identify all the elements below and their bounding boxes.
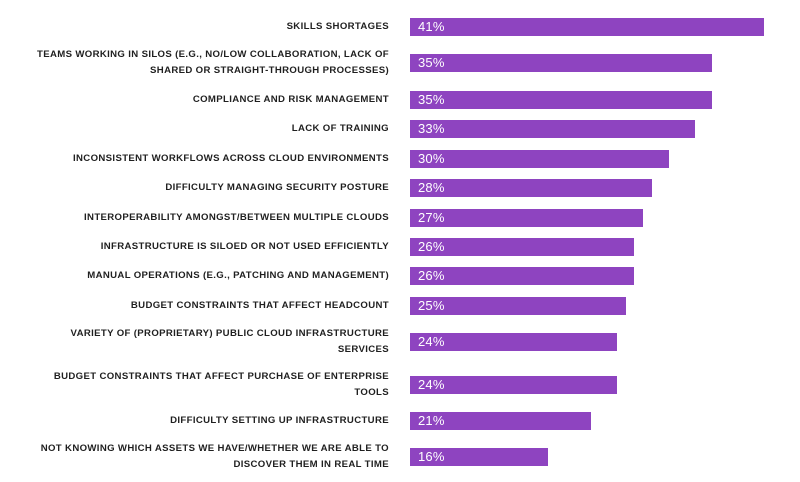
category-label-line: INFRASTRUCTURE IS SILOED OR NOT USED EFF… <box>100 241 389 252</box>
bar: 16% <box>410 448 548 466</box>
bar-value-label: 28% <box>418 180 445 195</box>
bar-value-label: 41% <box>418 19 445 34</box>
category-label: BUDGET CONSTRAINTS THAT AFFECT PURCHASE … <box>20 369 389 401</box>
bar: 25% <box>410 297 626 315</box>
category-label-line: DIFFICULTY SETTING UP INFRASTRUCTURE <box>170 415 389 426</box>
bar-value-label: 25% <box>418 298 445 313</box>
category-label: INFRASTRUCTURE IS SILOED OR NOT USED EFF… <box>20 239 389 255</box>
bar-value-label: 24% <box>418 334 445 349</box>
category-label: DIFFICULTY SETTING UP INFRASTRUCTURE <box>20 413 389 429</box>
bar: 35% <box>410 54 712 72</box>
category-label: LACK OF TRAINING <box>20 121 389 137</box>
bar: 30% <box>410 150 669 168</box>
category-label-line: TEAMS WORKING IN SILOS (E.G., NO/LOW COL… <box>37 49 389 60</box>
category-label-line: COMPLIANCE AND RISK MANAGEMENT <box>192 94 389 105</box>
category-label-line: TOOLS <box>354 387 389 398</box>
category-label: COMPLIANCE AND RISK MANAGEMENT <box>20 92 389 108</box>
bar-value-label: 35% <box>418 92 445 107</box>
category-label-line: SERVICES <box>337 344 389 355</box>
category-label: VARIETY OF (PROPRIETARY) PUBLIC CLOUD IN… <box>20 326 389 358</box>
bar: 35% <box>410 91 712 109</box>
bar-value-label: 26% <box>418 268 445 283</box>
category-label: TEAMS WORKING IN SILOS (E.G., NO/LOW COL… <box>20 47 389 79</box>
category-label-line: DIFFICULTY MANAGING SECURITY POSTURE <box>165 182 389 193</box>
category-label-line: SKILLS SHORTAGES <box>286 21 389 32</box>
category-label: NOT KNOWING WHICH ASSETS WE HAVE/WHETHER… <box>20 441 389 473</box>
bar-value-label: 16% <box>418 449 445 464</box>
category-label-line: NOT KNOWING WHICH ASSETS WE HAVE/WHETHER… <box>40 443 389 454</box>
bar-value-label: 35% <box>418 55 445 70</box>
category-label: DIFFICULTY MANAGING SECURITY POSTURE <box>20 180 389 196</box>
bar: 26% <box>410 238 634 256</box>
bar: 28% <box>410 179 652 197</box>
category-label-line: INTEROPERABILITY AMONGST/BETWEEN MULTIPL… <box>84 212 389 223</box>
bar: 24% <box>410 376 617 394</box>
category-label-line: BUDGET CONSTRAINTS THAT AFFECT HEADCOUNT <box>130 300 389 311</box>
bar: 33% <box>410 120 695 138</box>
bar: 26% <box>410 267 634 285</box>
bar: 41% <box>410 18 764 36</box>
category-label: SKILLS SHORTAGES <box>20 19 389 35</box>
bar-value-label: 24% <box>418 377 445 392</box>
category-label-line: DISCOVER THEM IN REAL TIME <box>233 459 389 470</box>
bar: 24% <box>410 333 617 351</box>
bar-value-label: 21% <box>418 413 445 428</box>
category-label-line: MANUAL OPERATIONS (E.G., PATCHING AND MA… <box>87 270 389 281</box>
category-label: MANUAL OPERATIONS (E.G., PATCHING AND MA… <box>20 268 389 284</box>
bar: 21% <box>410 412 591 430</box>
bar-value-label: 30% <box>418 151 445 166</box>
bar-value-label: 26% <box>418 239 445 254</box>
category-label-line: VARIETY OF (PROPRIETARY) PUBLIC CLOUD IN… <box>70 328 389 339</box>
bar-value-label: 33% <box>418 121 445 136</box>
category-label-line: SHARED OR STRAIGHT-THROUGH PROCESSES) <box>150 65 389 76</box>
bar-value-label: 27% <box>418 210 445 225</box>
category-label-line: INCONSISTENT WORKFLOWS ACROSS CLOUD ENVI… <box>73 153 389 164</box>
category-label: BUDGET CONSTRAINTS THAT AFFECT HEADCOUNT <box>20 298 389 314</box>
category-label-line: BUDGET CONSTRAINTS THAT AFFECT PURCHASE … <box>53 371 389 382</box>
category-label: INCONSISTENT WORKFLOWS ACROSS CLOUD ENVI… <box>20 151 389 167</box>
category-label-line: LACK OF TRAINING <box>291 123 389 134</box>
category-label: INTEROPERABILITY AMONGST/BETWEEN MULTIPL… <box>20 210 389 226</box>
bar: 27% <box>410 209 643 227</box>
